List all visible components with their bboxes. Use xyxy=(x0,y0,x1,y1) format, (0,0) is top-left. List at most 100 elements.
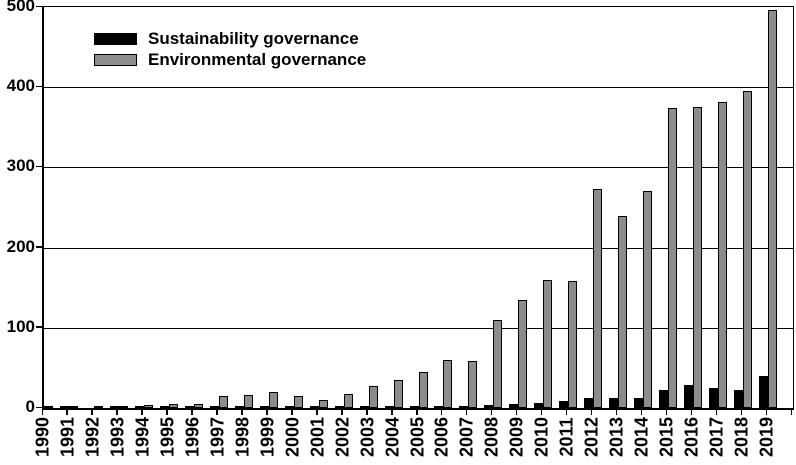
x-axis-label-2006: 2006 xyxy=(431,416,452,458)
bar-environmental-1992 xyxy=(93,406,103,408)
bar-sustainability-2007 xyxy=(459,405,469,408)
y-tick-0 xyxy=(36,406,42,408)
bar-sustainability-2005 xyxy=(409,406,419,408)
x-axis-label-1991: 1991 xyxy=(57,416,78,458)
bar-sustainability-1999 xyxy=(259,406,269,408)
gridline-200 xyxy=(44,247,793,249)
legend-label-environmental: Environmental governance xyxy=(148,49,367,69)
x-tick-1998 xyxy=(241,409,243,415)
x-tick-2001 xyxy=(316,409,318,415)
bar-sustainability-2016 xyxy=(684,384,694,408)
x-axis-label-1998: 1998 xyxy=(232,416,253,458)
legend-item-sustainability-governance: Sustainability governance xyxy=(94,28,366,49)
x-axis-label-2004: 2004 xyxy=(382,416,403,458)
y-axis-label-100: 100 xyxy=(6,316,35,336)
bar-environmental-2004 xyxy=(393,379,403,408)
y-tick-400 xyxy=(36,85,42,88)
bar-environmental-1999 xyxy=(268,391,278,408)
bar-sustainability-2014 xyxy=(634,397,644,408)
bar-environmental-1991 xyxy=(68,405,78,408)
bar-environmental-2015 xyxy=(668,108,678,408)
legend-swatch-sustainability-icon xyxy=(94,32,137,45)
bar-environmental-1998 xyxy=(243,395,253,408)
bar-sustainability-2003 xyxy=(359,406,369,408)
bar-environmental-2016 xyxy=(693,107,703,408)
bar-environmental-1994 xyxy=(143,404,153,408)
x-tick-1991 xyxy=(66,409,68,415)
x-axis-label-2011: 2011 xyxy=(556,417,577,457)
x-tick-1992 xyxy=(91,409,93,415)
x-axis-label-2001: 2001 xyxy=(307,416,328,458)
gridline-300 xyxy=(44,167,793,169)
y-axis-label-0: 0 xyxy=(25,397,35,416)
x-axis-label-1993: 1993 xyxy=(107,416,128,458)
y-axis-label-200: 200 xyxy=(6,236,35,256)
bar-sustainability-1994 xyxy=(134,406,144,408)
bar-sustainability-2008 xyxy=(484,404,494,408)
y-tick-300 xyxy=(36,165,42,168)
x-tick-2006 xyxy=(440,409,443,415)
x-axis-label-2002: 2002 xyxy=(332,416,353,458)
x-tick-2013 xyxy=(615,409,618,415)
x-tick-2016 xyxy=(690,409,693,415)
bar-sustainability-2000 xyxy=(284,406,294,408)
bar-environmental-1990 xyxy=(44,406,53,408)
x-tick-2009 xyxy=(515,409,518,415)
x-tick-1995 xyxy=(166,409,168,415)
x-axis-label-2010: 2010 xyxy=(531,416,552,458)
x-axis-label-2012: 2012 xyxy=(581,416,602,458)
x-axis-label-2015: 2015 xyxy=(656,416,677,458)
x-axis-label-2016: 2016 xyxy=(681,416,702,458)
bar-environmental-2002 xyxy=(343,394,353,408)
bar-environmental-2007 xyxy=(468,360,478,408)
x-axis-label-1996: 1996 xyxy=(182,416,203,458)
gridline-100 xyxy=(44,327,793,329)
bar-environmental-2006 xyxy=(443,359,453,408)
bar-sustainability-1997 xyxy=(209,406,219,408)
bar-sustainability-1995 xyxy=(159,406,169,408)
bar-sustainability-2013 xyxy=(609,398,619,408)
x-axis-label-1990: 1990 xyxy=(32,416,53,458)
x-tick-1990 xyxy=(41,409,43,415)
y-tick-200 xyxy=(36,246,42,248)
bar-environmental-2000 xyxy=(293,395,303,408)
x-axis-label-2014: 2014 xyxy=(631,416,652,458)
bar-environmental-1997 xyxy=(218,395,228,408)
bar-environmental-1995 xyxy=(168,404,178,408)
x-tick-2000 xyxy=(291,409,293,415)
legend: Sustainability governance Environmental … xyxy=(94,28,366,70)
x-axis-label-1994: 1994 xyxy=(132,416,153,458)
bar-sustainability-2009 xyxy=(509,404,519,408)
x-tick-2018 xyxy=(740,409,743,415)
x-axis-label-2009: 2009 xyxy=(506,416,527,458)
x-axis-label-2007: 2007 xyxy=(456,416,477,458)
bar-sustainability-1996 xyxy=(184,406,194,408)
x-axis-label-1992: 1992 xyxy=(82,416,103,458)
legend-label-sustainability: Sustainability governance xyxy=(148,28,359,48)
y-tick-500 xyxy=(36,5,42,7)
bar-sustainability-2015 xyxy=(659,389,669,408)
x-axis-label-2017: 2017 xyxy=(706,416,727,458)
x-tick-1993 xyxy=(116,409,118,415)
bar-sustainability-1991 xyxy=(59,406,69,408)
bar-sustainability-2019 xyxy=(759,375,769,408)
x-axis-label-1997: 1997 xyxy=(207,416,228,458)
x-tick-1994 xyxy=(141,409,143,415)
bar-sustainability-2006 xyxy=(434,405,444,408)
bar-sustainability-1993 xyxy=(109,406,119,408)
x-tick-2017 xyxy=(715,409,718,415)
bar-environmental-2001 xyxy=(318,399,328,408)
bar-environmental-1993 xyxy=(118,406,128,408)
gridline-400 xyxy=(44,87,793,89)
x-axis-label-2005: 2005 xyxy=(407,416,427,458)
x-tick-2004 xyxy=(391,409,393,415)
bar-environmental-2019 xyxy=(768,10,778,408)
x-axis-label-2013: 2013 xyxy=(606,416,627,458)
x-tick-2005 xyxy=(416,409,418,415)
plot-area xyxy=(42,6,794,410)
legend-swatch-environmental-icon xyxy=(94,53,137,66)
x-tick-2003 xyxy=(366,409,368,415)
y-axis-label-300: 300 xyxy=(6,156,35,176)
x-axis-label-2008: 2008 xyxy=(481,416,502,458)
